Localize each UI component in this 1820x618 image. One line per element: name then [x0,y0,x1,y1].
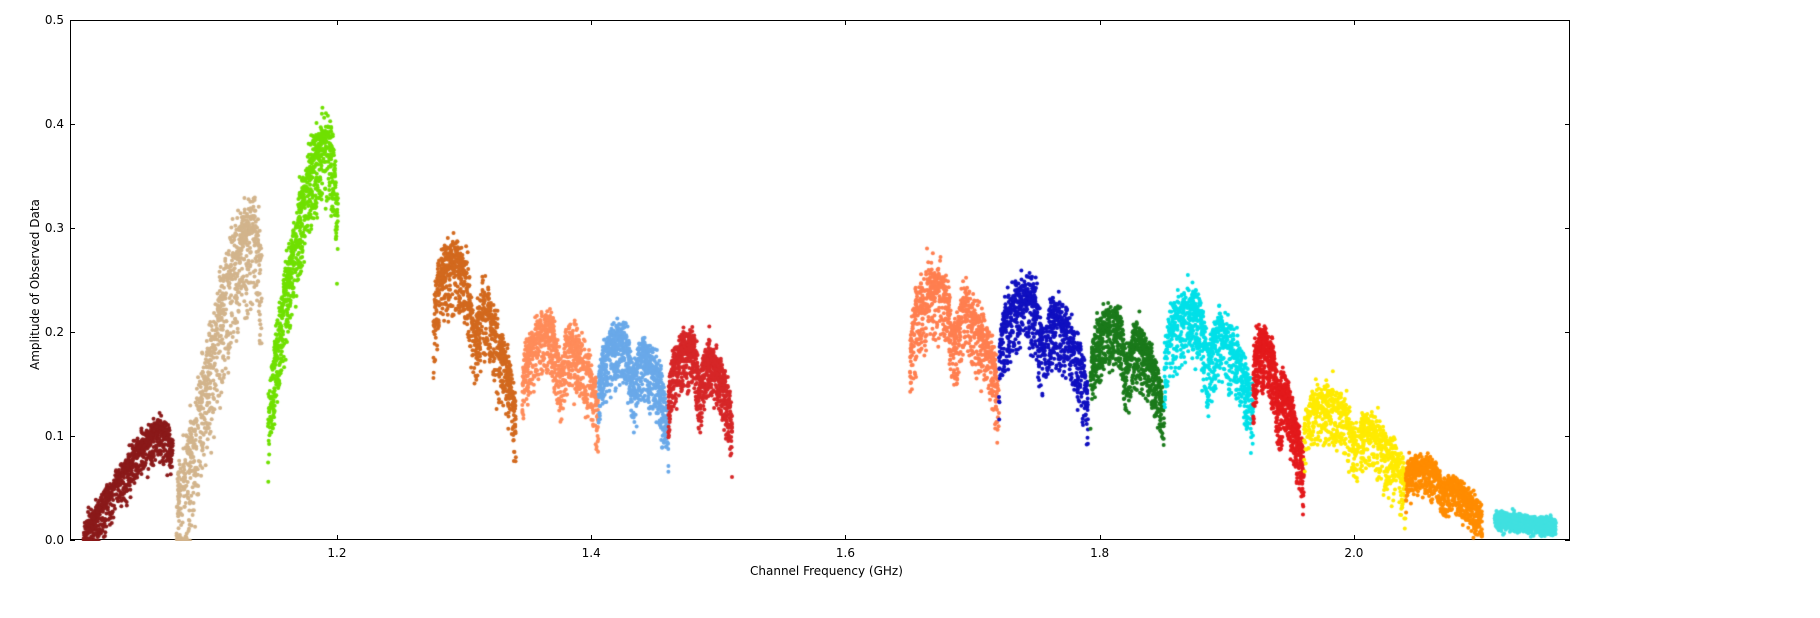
ytick-label: 0.4 [40,117,64,131]
ytick-mark [1565,20,1570,21]
ytick-mark [70,332,75,333]
ytick-mark [1565,228,1570,229]
ytick-label: 0.3 [40,221,64,235]
plot-axes [70,20,1570,540]
ytick-label: 0.2 [40,325,64,339]
xtick-label: 2.0 [1344,546,1363,560]
xtick-mark [845,535,846,540]
ytick-mark [70,228,75,229]
xtick-label: 1.8 [1090,546,1109,560]
ytick-label: 0.0 [40,533,64,547]
scatter-canvas [71,21,1571,541]
ytick-label: 0.1 [40,429,64,443]
ytick-mark [70,540,75,541]
xtick-mark [591,535,592,540]
xtick-label: 1.2 [327,546,346,560]
ytick-label: 0.5 [40,13,64,27]
ytick-mark [1565,436,1570,437]
ytick-mark [70,124,75,125]
figure: 1.2 1.4 1.6 1.8 2.0 0.0 0.1 0.2 0.3 0.4 0.5 Ampli… [0,0,1820,618]
ytick-mark [1565,332,1570,333]
y-axis-label: Amplitude of Observed Data [28,199,42,370]
xtick-mark [591,20,592,25]
x-axis-label: Channel Frequency (GHz) [750,564,903,578]
xtick-mark [845,20,846,25]
xtick-label: 1.6 [836,546,855,560]
xtick-mark [1100,20,1101,25]
ytick-mark [70,436,75,437]
xtick-mark [337,20,338,25]
xtick-mark [1354,535,1355,540]
xtick-mark [1354,20,1355,25]
xtick-mark [1100,535,1101,540]
xtick-mark [337,535,338,540]
ytick-mark [1565,124,1570,125]
ytick-mark [70,20,75,21]
xtick-label: 1.4 [582,546,601,560]
ytick-mark [1565,540,1570,541]
